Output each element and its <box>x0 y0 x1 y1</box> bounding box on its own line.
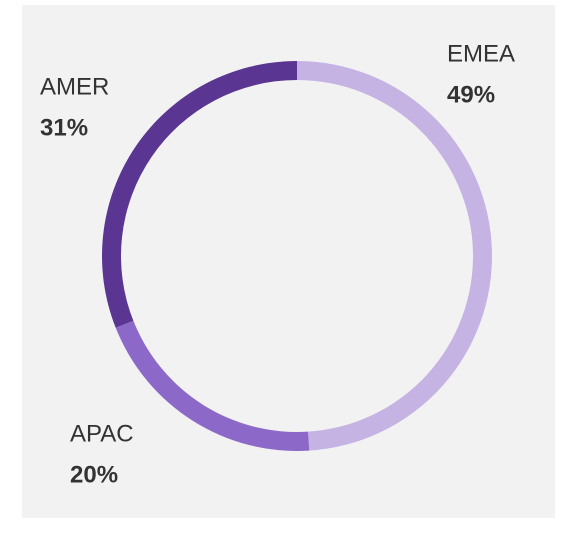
segment-value-label: 31% <box>40 114 88 141</box>
segment-label: APAC <box>70 420 134 447</box>
segment-value-label: 49% <box>447 81 495 108</box>
donut-segment <box>115 320 310 451</box>
segment-value-label: 20% <box>70 461 118 488</box>
donut-segment <box>101 61 297 328</box>
segment-label: EMEA <box>447 40 515 67</box>
segment-label: AMER <box>40 73 109 100</box>
